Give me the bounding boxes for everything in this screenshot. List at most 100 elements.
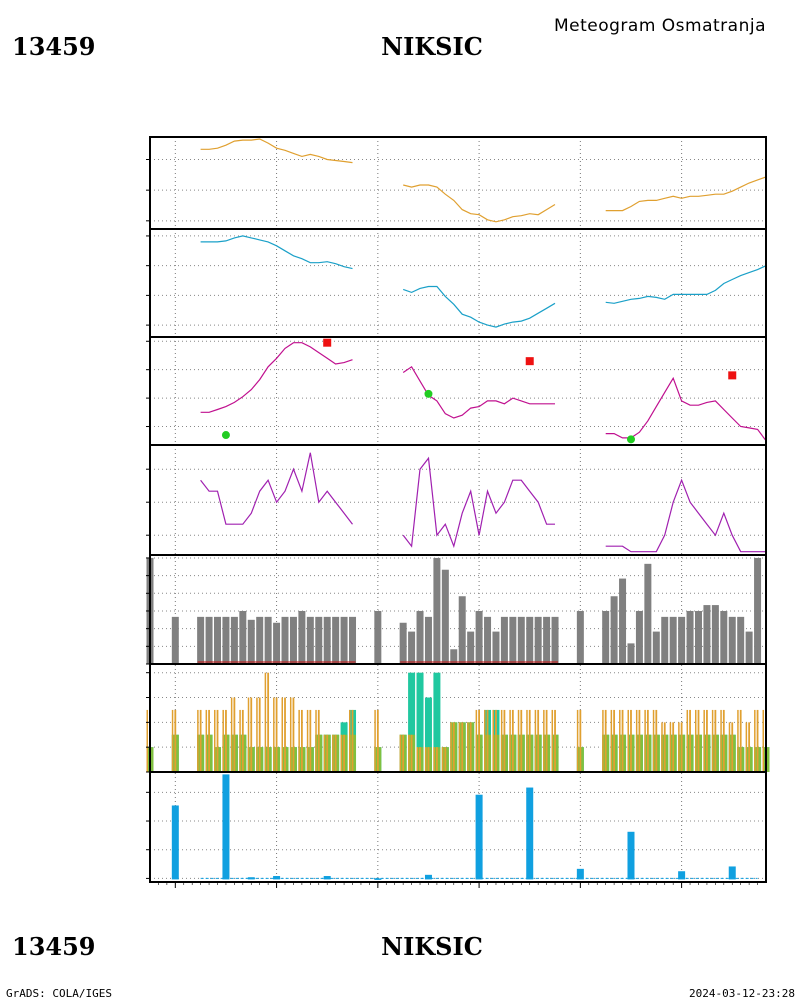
wind-direction-bar <box>171 616 179 664</box>
wind-direction-bar <box>239 610 247 664</box>
max-temp-marker <box>525 357 534 366</box>
low-cloud-bar-edge <box>273 697 275 772</box>
wind-direction-bar <box>703 605 711 664</box>
low-cloud-bar-edge <box>298 709 300 772</box>
precip-bar <box>678 871 686 880</box>
low-cloud-bar-edge <box>661 722 663 772</box>
low-cloud-bar <box>300 709 303 772</box>
precip-bar <box>475 794 483 880</box>
low-cloud-bar-edge <box>678 722 680 772</box>
low-cloud-bar <box>241 709 244 772</box>
low-cloud-bar-edge <box>239 709 241 772</box>
low-cloud-bar <box>351 709 354 772</box>
wind-direction-bar <box>644 563 652 664</box>
product-title: Meteogram Osmatranja <box>554 16 766 36</box>
precip-bar <box>323 876 331 880</box>
low-cloud-bar <box>309 709 312 772</box>
low-cloud-bar <box>419 747 421 772</box>
wind-direction-bar <box>602 610 610 664</box>
low-cloud-bar-edge <box>762 709 764 772</box>
wind-direction-bar <box>619 578 627 664</box>
wind-direction-bar <box>281 616 289 664</box>
low-cloud-bar-edge <box>230 697 233 772</box>
low-cloud-bar-edge <box>694 709 697 772</box>
min-temp-marker <box>221 431 230 440</box>
low-cloud-bar-edge <box>517 709 520 772</box>
station-id: 13459 <box>12 32 96 61</box>
low-cloud-bar <box>621 709 624 772</box>
wind-direction-bar <box>424 616 432 664</box>
low-cloud-bar-edge <box>737 709 739 772</box>
wind-direction-bar <box>711 605 719 664</box>
wind-direction-bar <box>551 616 559 664</box>
wind-direction-bar <box>492 631 500 664</box>
low-cloud-bar-edge <box>416 747 419 772</box>
wind-direction-bar <box>500 616 508 664</box>
footer-station-id: 13459 <box>12 932 96 961</box>
precip-bar <box>374 878 382 880</box>
low-cloud-bar-edge <box>475 709 478 772</box>
low-cloud-bar-edge <box>450 722 452 772</box>
max-temp-marker <box>728 371 737 380</box>
low-cloud-bar <box>436 747 438 772</box>
page-header: 13459 NIKSIC Meteogram Osmatranja <box>12 16 766 61</box>
low-cloud-bar <box>714 709 717 772</box>
series-line <box>605 376 767 442</box>
wind-direction-bar <box>720 610 728 664</box>
low-cloud-bar-edge <box>711 709 714 772</box>
low-cloud-bar <box>537 709 540 772</box>
low-cloud-bar-edge <box>720 709 722 772</box>
low-cloud-bar <box>697 709 700 772</box>
series-line <box>200 452 353 525</box>
wind-direction-bar <box>399 622 407 664</box>
low-cloud-bar <box>478 709 480 772</box>
low-cloud-bar-edge <box>669 722 672 772</box>
wind-direction-bar <box>306 616 314 664</box>
wind-direction-bar <box>197 616 205 664</box>
wind-direction-bar <box>433 557 441 664</box>
station-name: NIKSIC <box>381 32 483 61</box>
low-cloud-bar-edge <box>619 709 621 772</box>
low-cloud-bar-edge <box>197 709 199 772</box>
low-cloud-bar <box>520 709 523 772</box>
low-cloud-bar <box>756 709 759 772</box>
wind-direction-bar <box>467 631 475 664</box>
wind-direction-bar <box>635 610 643 664</box>
precip-bar <box>247 877 255 880</box>
low-cloud-bar-edge <box>644 709 646 772</box>
wind-direction-bar <box>737 616 745 664</box>
low-cloud-bar <box>174 709 177 772</box>
wind-direction-bar <box>686 610 694 664</box>
low-cloud-bar-edge <box>686 709 689 772</box>
low-cloud-bar <box>444 747 447 772</box>
low-cloud-bar <box>731 722 734 772</box>
wind-direction-bar <box>484 616 492 664</box>
wind-direction-bar <box>509 616 517 664</box>
low-cloud-bar-edge <box>424 747 427 772</box>
low-cloud-bar <box>495 709 497 772</box>
precip-bar <box>424 874 432 880</box>
low-cloud-bar <box>250 697 253 772</box>
low-cloud-bar-edge <box>754 709 756 772</box>
low-cloud-bar <box>233 697 236 772</box>
wind-direction-bar <box>678 616 686 664</box>
high-cloud-bar <box>408 672 416 772</box>
series-line <box>605 265 767 304</box>
low-cloud-bar-edge <box>627 709 629 772</box>
high-cloud-bar <box>416 672 424 772</box>
wind-direction-bar <box>450 649 458 664</box>
wind-direction-bar <box>408 631 416 664</box>
low-cloud-bar-edge <box>399 734 402 772</box>
low-cloud-bar-edge <box>247 697 250 772</box>
wind-direction-bar <box>458 596 466 664</box>
low-cloud-bar-edge <box>745 722 748 772</box>
wind-direction-bar <box>214 616 222 664</box>
wind-direction-bar <box>298 610 306 664</box>
low-cloud-bar <box>317 709 320 772</box>
precip-bar <box>222 774 230 880</box>
wind-direction-bar <box>627 643 635 664</box>
low-cloud-bar-edge <box>332 734 334 772</box>
series-line <box>403 184 556 223</box>
precip-bar <box>627 831 635 880</box>
low-cloud-bar-edge <box>171 709 174 772</box>
